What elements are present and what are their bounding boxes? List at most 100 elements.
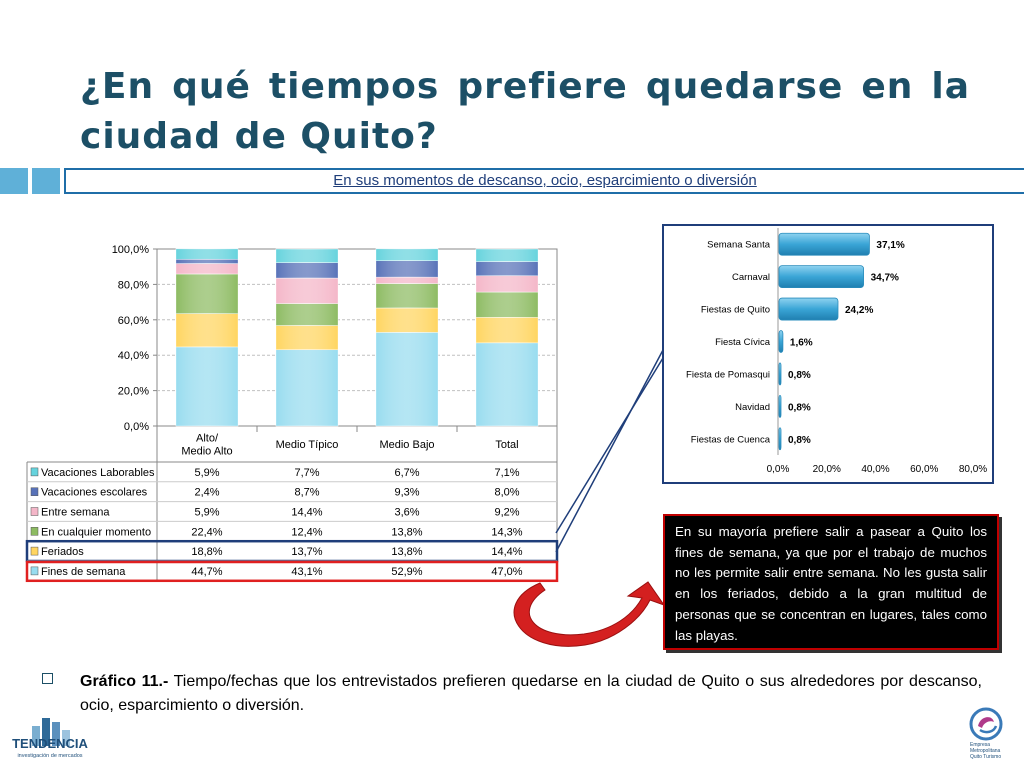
legend-key-fines-de-semana (30, 566, 39, 576)
stacked-chart-data-table: Alto/Medio Alto Medio Típico Medio Bajo Tot… (25, 426, 559, 583)
legend-label-vacaciones-escolares: Vacaciones escolares (41, 487, 148, 499)
table-cell: 8,0% (494, 487, 519, 499)
caption-label: Gráfico 11.- (80, 673, 169, 690)
hbar-category-label: Navidad (735, 402, 770, 413)
table-cell: 5,9% (194, 507, 219, 519)
caption-body: Tiempo/fechas que los entrevistados pref… (80, 673, 982, 714)
y-tick-label: 60,0% (118, 315, 149, 327)
bar-segment-shine (376, 332, 438, 426)
bar-segment-shine (476, 292, 538, 318)
bar-segment-shine (476, 261, 538, 276)
hbar-x-tick-label: 80,0% (959, 464, 987, 475)
hbar-category-label: Semana Santa (707, 240, 771, 251)
legend-label-en-cualquier-momento: En cualquier momento (41, 526, 151, 538)
y-tick-label: 100,0% (112, 244, 150, 256)
table-cell: 18,8% (191, 546, 222, 558)
table-cell: 14,4% (291, 507, 322, 519)
table-cell: 52,9% (391, 566, 422, 578)
table-cell: 9,3% (394, 487, 419, 499)
bar-segment-shine (176, 259, 238, 264)
hbar-fiesta-civica (778, 330, 784, 353)
slide-title-line-2: ciudad de Quito? (80, 116, 438, 157)
bar-segment-shine (376, 283, 438, 308)
table-cell: 7,1% (494, 467, 519, 479)
hbar-semana-santa (778, 232, 870, 256)
y-tick-label: 80,0% (118, 279, 149, 291)
hbar-value-label: 34,7% (871, 273, 899, 284)
tendencia-logo-name: TENDENCIA (12, 736, 88, 751)
table-cell: 44,7% (191, 566, 222, 578)
banner-square-2 (32, 168, 60, 194)
legend-key-entre-semana (30, 507, 39, 516)
legend-key-en-cualquier-momento (30, 527, 39, 536)
callout-arrow (513, 581, 666, 647)
table-cell: 14,3% (491, 526, 522, 538)
hbar-category-label: Fiesta Cívica (715, 337, 771, 348)
callout-box: En su mayoría prefiere salir a pasear a … (663, 514, 999, 650)
hbar-x-tick-label: 20,0% (813, 464, 841, 475)
table-cell: 14,4% (491, 546, 522, 558)
table-cell: 9,2% (494, 507, 519, 519)
table-cell: 13,8% (391, 526, 422, 538)
legend-key-vacaciones-escolares (30, 487, 39, 496)
callout-text: En su mayoría prefiere salir a pasear a … (675, 524, 987, 643)
legend-key-vacaciones-laborables (30, 467, 39, 477)
stacked-bar-chart: 0,0% 20,0% 40,0% 60,0% 80,0% 100,0% Alto/Medi… (25, 244, 559, 583)
table-cell: 7,7% (294, 467, 319, 479)
table-column-header: Medio Típico (276, 439, 339, 451)
table-cell: 22,4% (191, 526, 222, 538)
legend-key-feriados (30, 546, 39, 556)
hbar-fiestas-de-cuenca (778, 427, 782, 451)
holiday-bar-chart: Semana Santa 37,1% Carnaval 34,7% Fiestas de… (686, 228, 987, 475)
hbar-category-label: Fiestas de Cuenca (691, 434, 771, 445)
connector-line-lower (555, 349, 664, 553)
bar-segment-shine (276, 262, 338, 279)
hbar-x-tick-label: 0,0% (767, 464, 790, 475)
bar-segment-shine (476, 249, 538, 262)
connector-line-upper (555, 357, 664, 534)
bar-segment-shine (176, 273, 238, 314)
hbar-x-tick-label: 60,0% (910, 464, 938, 475)
table-cell: 8,7% (294, 487, 319, 499)
bar-segment-shine (376, 248, 438, 261)
bar-segment-shine (376, 277, 438, 284)
hbar-value-label: 24,2% (845, 305, 873, 316)
bar-segment-shine (276, 303, 338, 326)
tendencia-logo: TENDENCIA investigación de mercados (12, 718, 89, 759)
hbar-value-label: 0,8% (788, 402, 811, 413)
bar-segment-shine (376, 260, 438, 278)
table-column-header: Medio Alto (181, 446, 232, 458)
quito-logo-line-3: Quito Turismo (970, 754, 1001, 760)
caption-text-block: Gráfico 11.- Tiempo/fechas que los entre… (80, 670, 982, 718)
legend-label-vacaciones-laborables: Vacaciones Laborables (41, 467, 155, 479)
hbar-fiestas-de-quito (778, 297, 839, 321)
legend-label-feriados: Feriados (41, 546, 84, 558)
bar-segment-shine (476, 342, 538, 426)
table-cell: 5,9% (194, 467, 219, 479)
hbar-value-label: 37,1% (876, 240, 904, 251)
subtitle-link[interactable]: En sus momentos de descanso, ocio, espar… (333, 172, 757, 189)
quito-turismo-logo: Empresa Metropolitana Quito Turismo (969, 707, 1003, 760)
stacked-chart-bars (175, 248, 539, 427)
hbar-value-label: 1,6% (790, 338, 813, 349)
table-cell: 13,8% (391, 546, 422, 558)
table-column-header: Alto/ (196, 433, 219, 445)
legend-label-entre-semana: Entre semana (41, 507, 110, 519)
bar-segment-shine (276, 249, 338, 263)
table-cell: 6,7% (394, 467, 419, 479)
table-cell: 3,6% (394, 507, 419, 519)
bar-segment-shine (376, 307, 438, 333)
hbar-category-label: Carnaval (732, 272, 770, 283)
bar-segment-shine (176, 263, 238, 274)
bar-segment-shine (176, 248, 238, 260)
caption-bullet-icon (42, 673, 53, 684)
quito-logo-line-2: Metropolitana (970, 748, 1001, 754)
highlight-box-fines-de-semana (25, 560, 559, 583)
table-column-header: Medio Bajo (379, 439, 434, 451)
hbar-value-label: 0,8% (788, 435, 811, 446)
table-cell: 13,7% (291, 546, 322, 558)
hbar-value-label: 0,8% (788, 370, 811, 381)
bar-segment-shine (476, 275, 538, 293)
hbar-x-tick-label: 40,0% (861, 464, 889, 475)
